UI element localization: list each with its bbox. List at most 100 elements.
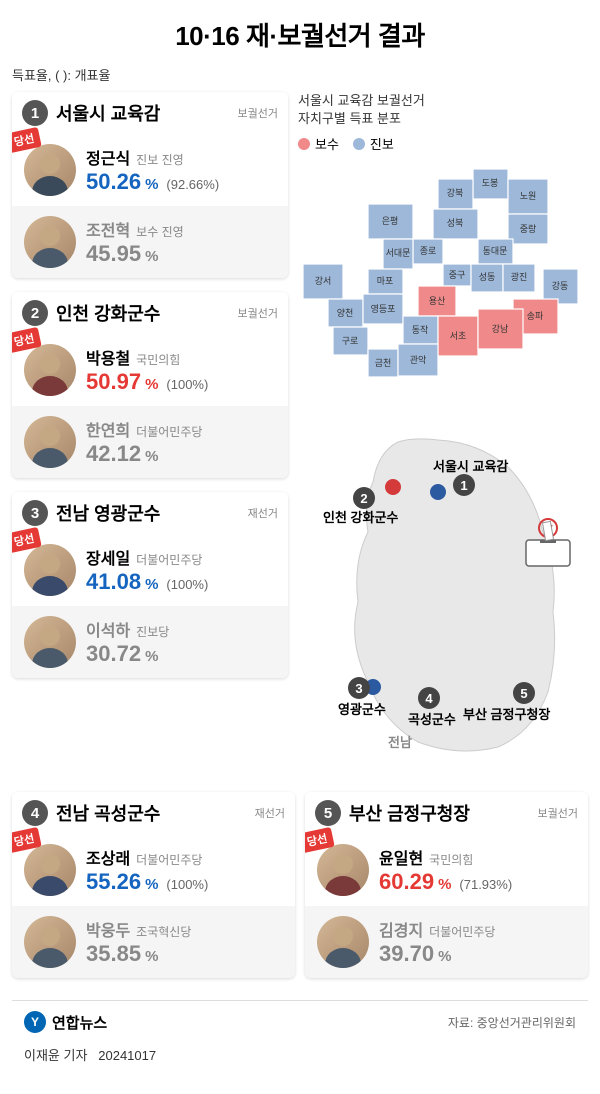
left-column: 1 서울시 교육감 보궐선거 당선 정근식 진보 진영 50.26 % (12, 92, 288, 792)
vote-percentage: 50.26 (86, 169, 141, 195)
race-number-badge: 1 (22, 100, 48, 126)
candidate-info: 박용철 국민의힘 50.97 % (100%) (86, 345, 276, 395)
agency-name: 연합뉴스 (52, 1012, 107, 1033)
candidate-info: 박웅두 조국혁신당 35.85 % (86, 917, 283, 967)
candidate-avatar (24, 144, 76, 196)
seoul-district-map: 도봉 강북 노원 은평 성북 중랑 종로 서대문 동대문 강서 마포 중구 성동… (298, 159, 588, 399)
candidate-avatar (24, 344, 76, 396)
race-title: 부산 금정구청장 (349, 800, 538, 826)
winner-row: 당선 장세일 더불어민주당 41.08 % (100%) (12, 534, 288, 606)
vote-percentage: 39.70 (379, 941, 434, 967)
race-number-badge: 5 (315, 800, 341, 826)
candidate-party: 국민의힘 (136, 351, 180, 368)
winner-row: 당선 조상래 더불어민주당 55.26 % (100%) (12, 834, 295, 906)
map-marker-1: 1 서울시 교육감 (453, 474, 475, 496)
candidate-name: 김경지 (379, 917, 423, 941)
race-card-5: 5 부산 금정구청장 보궐선거 당선 윤일현 국민의힘 60.29 % (71.… (305, 792, 588, 978)
winner-row: 당선 정근식 진보 진영 50.26 % (92.66%) (12, 134, 288, 206)
percent-unit: % (145, 876, 158, 893)
candidate-party: 더불어민주당 (136, 851, 202, 868)
percent-unit: % (145, 948, 158, 965)
vote-percentage: 50.97 (86, 369, 141, 395)
agency-logo: Y 연합뉴스 (24, 1011, 107, 1033)
race-card-4: 4 전남 곡성군수 재선거 당선 조상래 더불어민주당 55.26 % (100… (12, 792, 295, 978)
candidate-party: 더불어민주당 (429, 923, 495, 940)
candidate-info: 조상래 더불어민주당 55.26 % (100%) (86, 845, 283, 895)
korea-national-map: 1 서울시 교육감 2 인천 강화군수 3 영광군수 4 곡성군수 5 부산 (298, 412, 588, 792)
count-rate: (100%) (166, 577, 208, 592)
count-rate: (100%) (166, 877, 208, 892)
vote-percentage: 60.29 (379, 869, 434, 895)
footer: Y 연합뉴스 자료: 중앙선거관리위원회 (12, 1000, 588, 1039)
race-header: 3 전남 영광군수 재선거 (12, 492, 288, 534)
candidate-party: 더불어민주당 (136, 551, 202, 568)
candidate-info: 조전혁 보수 진영 45.95 % (86, 217, 276, 267)
map-marker-4: 4 곡성군수 (418, 687, 440, 709)
race-header: 5 부산 금정구청장 보궐선거 (305, 792, 588, 834)
race-header: 2 인천 강화군수 보궐선거 (12, 292, 288, 334)
count-rate: (92.66%) (166, 177, 219, 192)
candidate-name: 한연희 (86, 417, 130, 441)
legend-item-progressive: 진보 (353, 134, 394, 153)
candidate-avatar (317, 844, 369, 896)
candidate-name: 이석하 (86, 617, 130, 641)
candidate-party: 더불어민주당 (136, 423, 202, 440)
percent-unit: % (438, 948, 451, 965)
infographic-container: 10·16 재·보궐선거 결과 득표율, ( ): 개표율 1 서울시 교육감 … (0, 0, 600, 1094)
candidate-avatar (24, 416, 76, 468)
race-title: 서울시 교육감 (56, 100, 238, 126)
right-column: 서울시 교육감 보궐선거 자치구별 득표 분포 보수 진보 (298, 92, 588, 792)
runner-row: 한연희 더불어민주당 42.12 % (12, 406, 288, 478)
race-type: 재선거 (248, 505, 278, 521)
runner-row: 이석하 진보당 30.72 % (12, 606, 288, 678)
candidate-name: 박용철 (86, 345, 130, 369)
map-marker-3: 3 영광군수 (348, 677, 370, 699)
percent-unit: % (145, 648, 158, 665)
race-title: 전남 영광군수 (56, 500, 248, 526)
main-title: 10·16 재·보궐선거 결과 (12, 16, 588, 53)
race-card-2: 2 인천 강화군수 보궐선거 당선 박용철 국민의힘 50.97 % (12, 292, 288, 478)
percent-unit: % (145, 176, 158, 193)
logo-icon: Y (24, 1011, 46, 1033)
race-number-badge: 3 (22, 500, 48, 526)
percent-unit: % (438, 876, 451, 893)
candidate-avatar (24, 616, 76, 668)
map-marker-2: 2 인천 강화군수 (353, 487, 375, 509)
region-label: 전남 (388, 732, 412, 751)
count-rate: (71.93%) (459, 877, 512, 892)
byline: 이재윤 기자 20241017 (12, 1039, 588, 1078)
runner-row: 김경지 더불어민주당 39.70 % (305, 906, 588, 978)
candidate-info: 한연희 더불어민주당 42.12 % (86, 417, 276, 467)
legend-dot (298, 138, 310, 150)
candidate-party: 진보 진영 (136, 151, 184, 168)
main-grid: 1 서울시 교육감 보궐선거 당선 정근식 진보 진영 50.26 % (12, 92, 588, 792)
candidate-info: 김경지 더불어민주당 39.70 % (379, 917, 576, 967)
race-card-3: 3 전남 영광군수 재선거 당선 장세일 더불어민주당 41.08 % (12, 492, 288, 678)
candidate-info: 장세일 더불어민주당 41.08 % (100%) (86, 545, 276, 595)
candidate-avatar (24, 916, 76, 968)
percent-unit: % (145, 248, 158, 265)
vote-percentage: 55.26 (86, 869, 141, 895)
candidate-name: 정근식 (86, 145, 130, 169)
map-marker-5: 5 부산 금정구청장 (513, 682, 535, 704)
legend-dot (353, 138, 365, 150)
legend-label: 보수 (315, 134, 339, 153)
race-title: 전남 곡성군수 (56, 800, 255, 826)
race-type: 보궐선거 (238, 305, 278, 321)
candidate-avatar (24, 844, 76, 896)
race-number-badge: 2 (22, 300, 48, 326)
candidate-info: 이석하 진보당 30.72 % (86, 617, 276, 667)
candidate-party: 국민의힘 (429, 851, 473, 868)
candidate-party: 보수 진영 (136, 223, 184, 240)
vote-percentage: 35.85 (86, 941, 141, 967)
vote-percentage: 41.08 (86, 569, 141, 595)
race-number-badge: 4 (22, 800, 48, 826)
bottom-row: 4 전남 곡성군수 재선거 당선 조상래 더불어민주당 55.26 % (100… (12, 792, 588, 992)
runner-row: 조전혁 보수 진영 45.95 % (12, 206, 288, 278)
winner-row: 당선 윤일현 국민의힘 60.29 % (71.93%) (305, 834, 588, 906)
seoul-map-legend: 서울시 교육감 보궐선거 자치구별 득표 분포 보수 진보 (298, 92, 588, 153)
candidate-info: 정근식 진보 진영 50.26 % (92.66%) (86, 145, 276, 195)
race-type: 재선거 (255, 805, 285, 821)
subtitle-row: 득표율, ( ): 개표율 (12, 65, 588, 84)
runner-row: 박웅두 조국혁신당 35.85 % (12, 906, 295, 978)
